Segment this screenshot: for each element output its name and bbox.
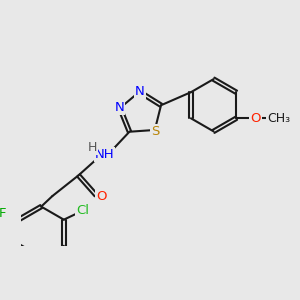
Text: H: H — [88, 141, 97, 154]
Text: N: N — [135, 85, 145, 98]
Text: Cl: Cl — [76, 204, 89, 217]
Text: N: N — [114, 101, 124, 114]
Text: F: F — [0, 207, 6, 220]
Text: CH₃: CH₃ — [267, 112, 290, 125]
Text: NH: NH — [95, 148, 114, 161]
Text: O: O — [97, 190, 107, 203]
Text: S: S — [151, 125, 159, 138]
Text: O: O — [250, 112, 261, 125]
